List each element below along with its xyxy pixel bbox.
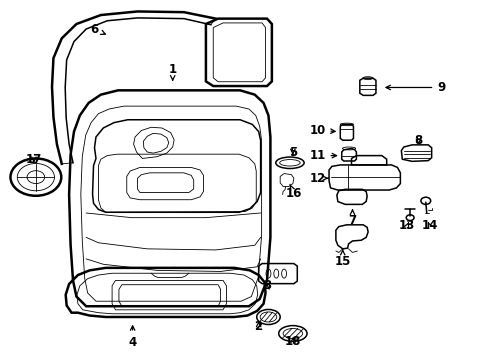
Text: 15: 15 xyxy=(335,249,351,268)
Text: 13: 13 xyxy=(399,219,416,233)
Text: 11: 11 xyxy=(309,149,337,162)
Text: 4: 4 xyxy=(128,326,137,348)
Text: 1: 1 xyxy=(169,63,177,80)
Text: 3: 3 xyxy=(263,279,271,292)
Text: 17: 17 xyxy=(26,153,42,166)
Text: 18: 18 xyxy=(285,335,301,348)
Text: 7: 7 xyxy=(348,210,357,227)
Text: 12: 12 xyxy=(309,172,328,185)
Text: 16: 16 xyxy=(286,184,302,200)
Text: 10: 10 xyxy=(309,124,335,137)
Text: 5: 5 xyxy=(289,145,297,158)
Text: 6: 6 xyxy=(90,23,105,36)
Text: 8: 8 xyxy=(415,134,422,147)
Text: 9: 9 xyxy=(386,81,445,94)
Text: 14: 14 xyxy=(421,219,438,233)
Text: 2: 2 xyxy=(255,320,263,333)
